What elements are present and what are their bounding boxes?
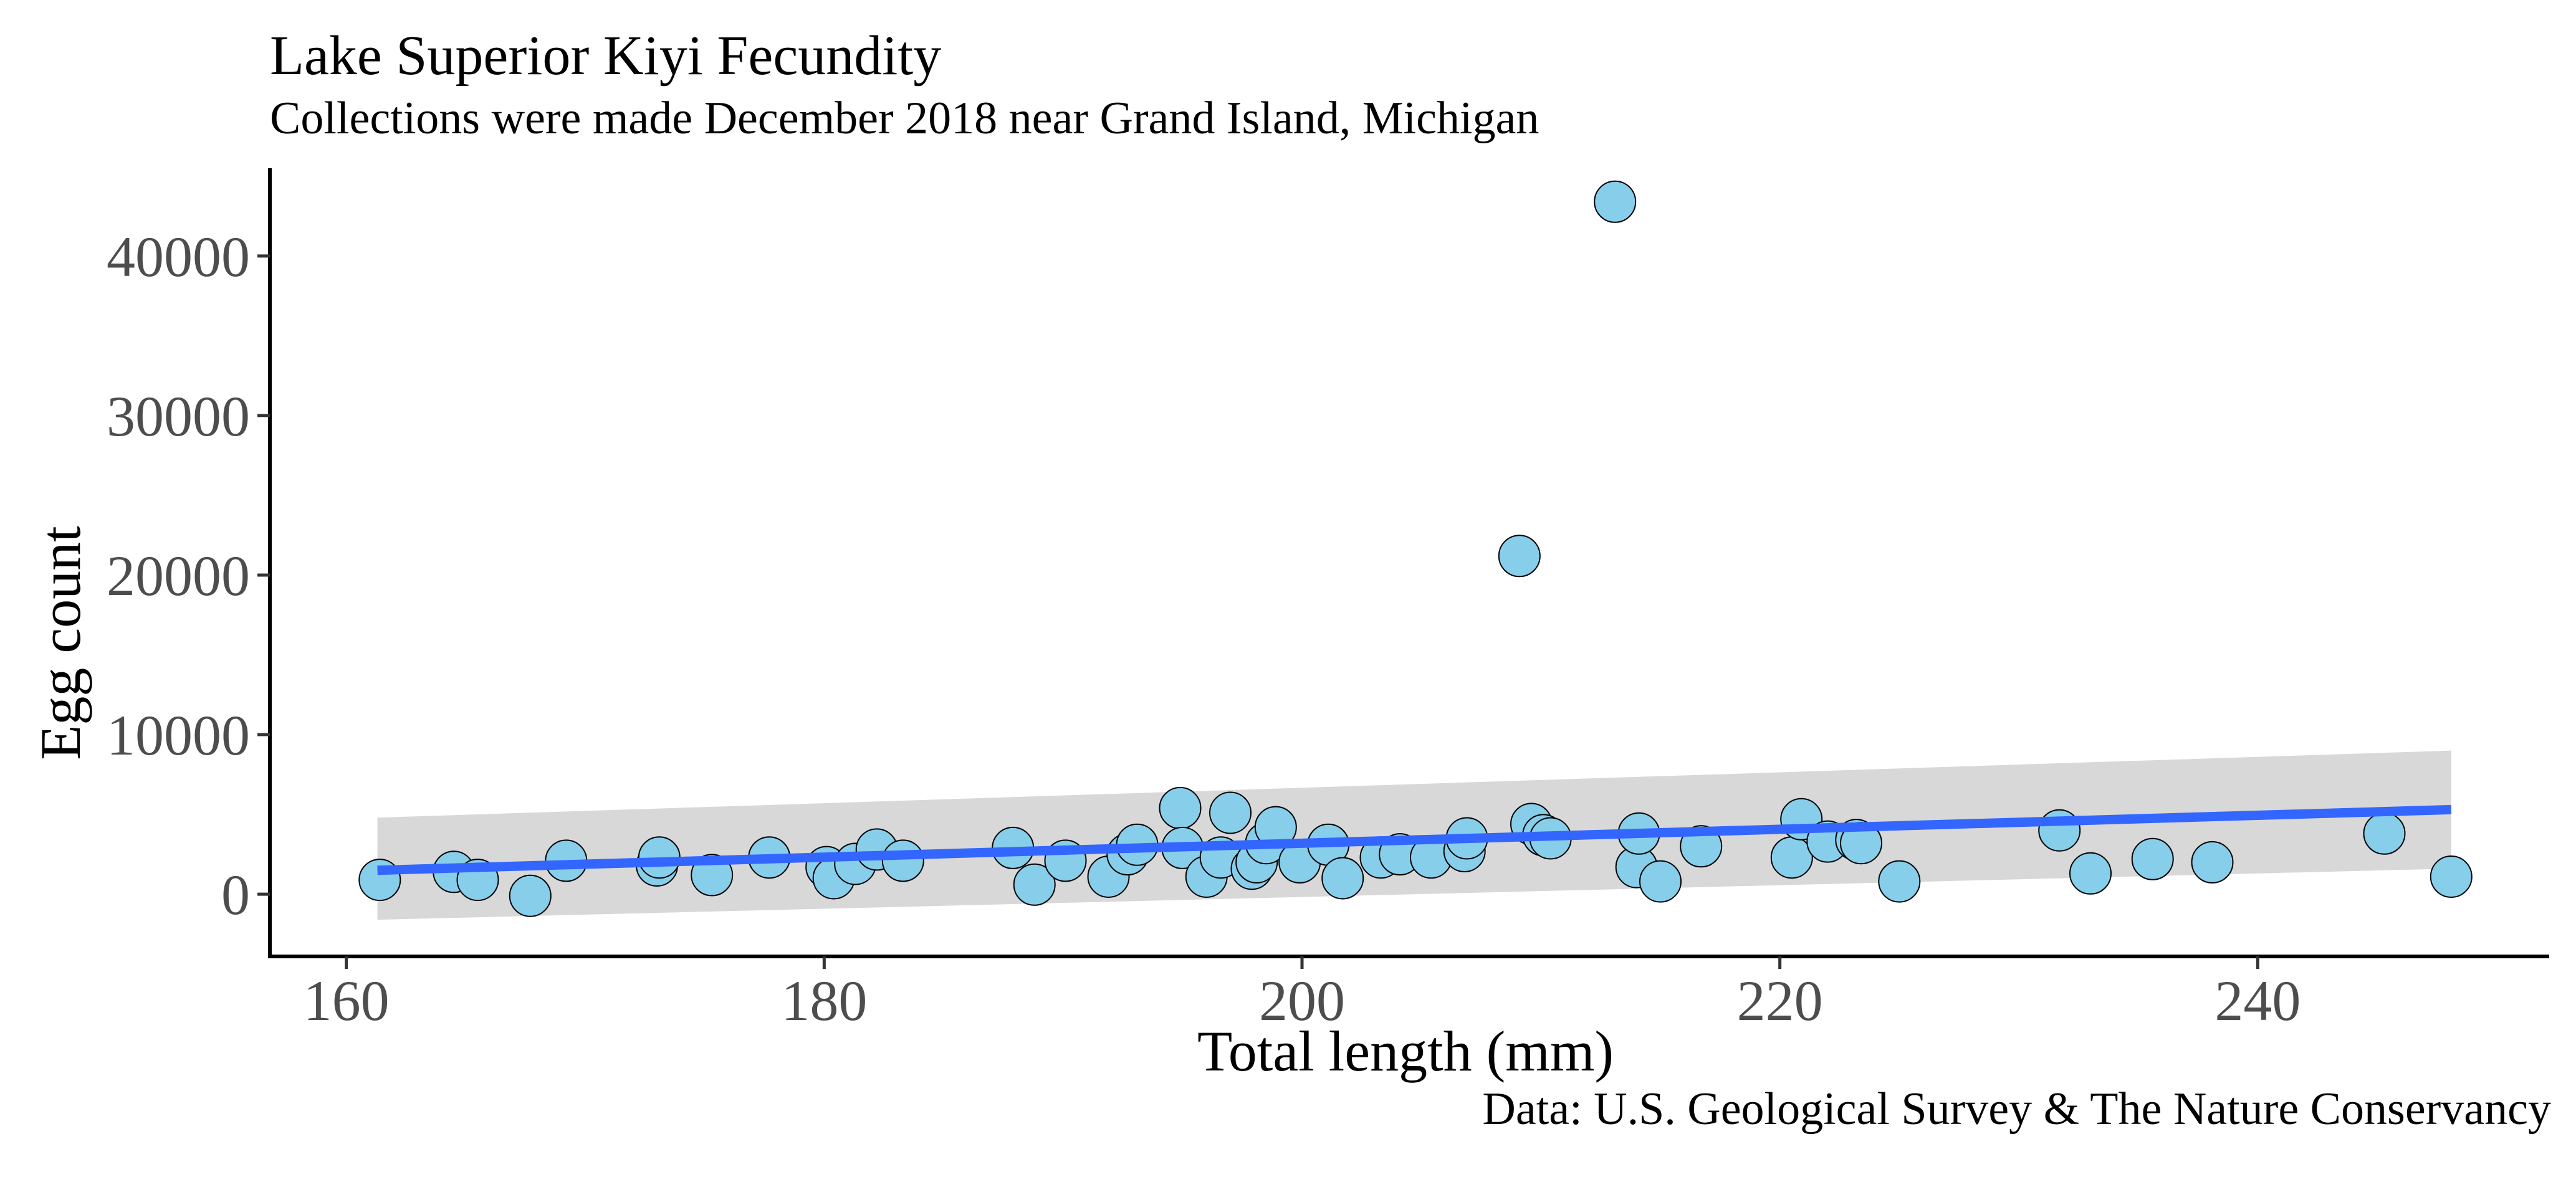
y-tick-label-0: 0 (221, 863, 250, 927)
y-tick-label-30000: 30000 (107, 384, 250, 448)
y-tick-label-40000: 40000 (107, 225, 250, 288)
data-point-4 (509, 874, 552, 917)
data-point-54 (2069, 852, 2112, 895)
data-point-45 (1639, 860, 1682, 903)
data-point-21 (1159, 786, 1202, 829)
chart-subtitle: Collections were made December 2018 near… (270, 93, 1539, 144)
data-point-52 (1878, 860, 1921, 903)
x-tick-label-200: 200 (1259, 969, 1345, 1032)
axes-layer: 160 180 200 220 240 0 10000 20000 30000 40000 (107, 168, 2549, 1032)
data-point-47 (1770, 836, 1813, 879)
data-point-58 (2430, 855, 2473, 898)
data-point-14 (881, 839, 924, 882)
confidence-band (377, 750, 2451, 920)
y-tick-label-20000: 20000 (107, 544, 250, 608)
data-point-53 (2038, 809, 2081, 852)
data-point-32 (1321, 857, 1364, 900)
chart-title: Lake Superior Kiyi Fecundity (270, 25, 942, 87)
x-tick-label-160: 160 (304, 969, 390, 1032)
x-tick-label-220: 220 (1737, 969, 1823, 1032)
chart-caption: Data: U.S. Geological Survey & The Natur… (1482, 1084, 2551, 1135)
y-axis-title: Egg count (29, 526, 92, 760)
data-point-16 (1013, 863, 1056, 906)
data-point-55 (2131, 837, 2174, 880)
confidence-band-layer (377, 750, 2451, 920)
x-tick-label-240: 240 (2214, 969, 2301, 1032)
x-tick-label-180: 180 (781, 969, 867, 1032)
data-point-25 (1209, 791, 1252, 834)
trend-line (377, 804, 2452, 875)
data-point-42 (1594, 180, 1637, 223)
data-point-38 (1498, 535, 1541, 578)
y-tick-label-10000: 10000 (107, 703, 250, 767)
x-axis-title: Total length (mm) (1197, 1019, 1614, 1083)
data-point-56 (2191, 841, 2234, 884)
data-point-57 (2363, 812, 2406, 855)
trend-line-layer (377, 804, 2452, 875)
